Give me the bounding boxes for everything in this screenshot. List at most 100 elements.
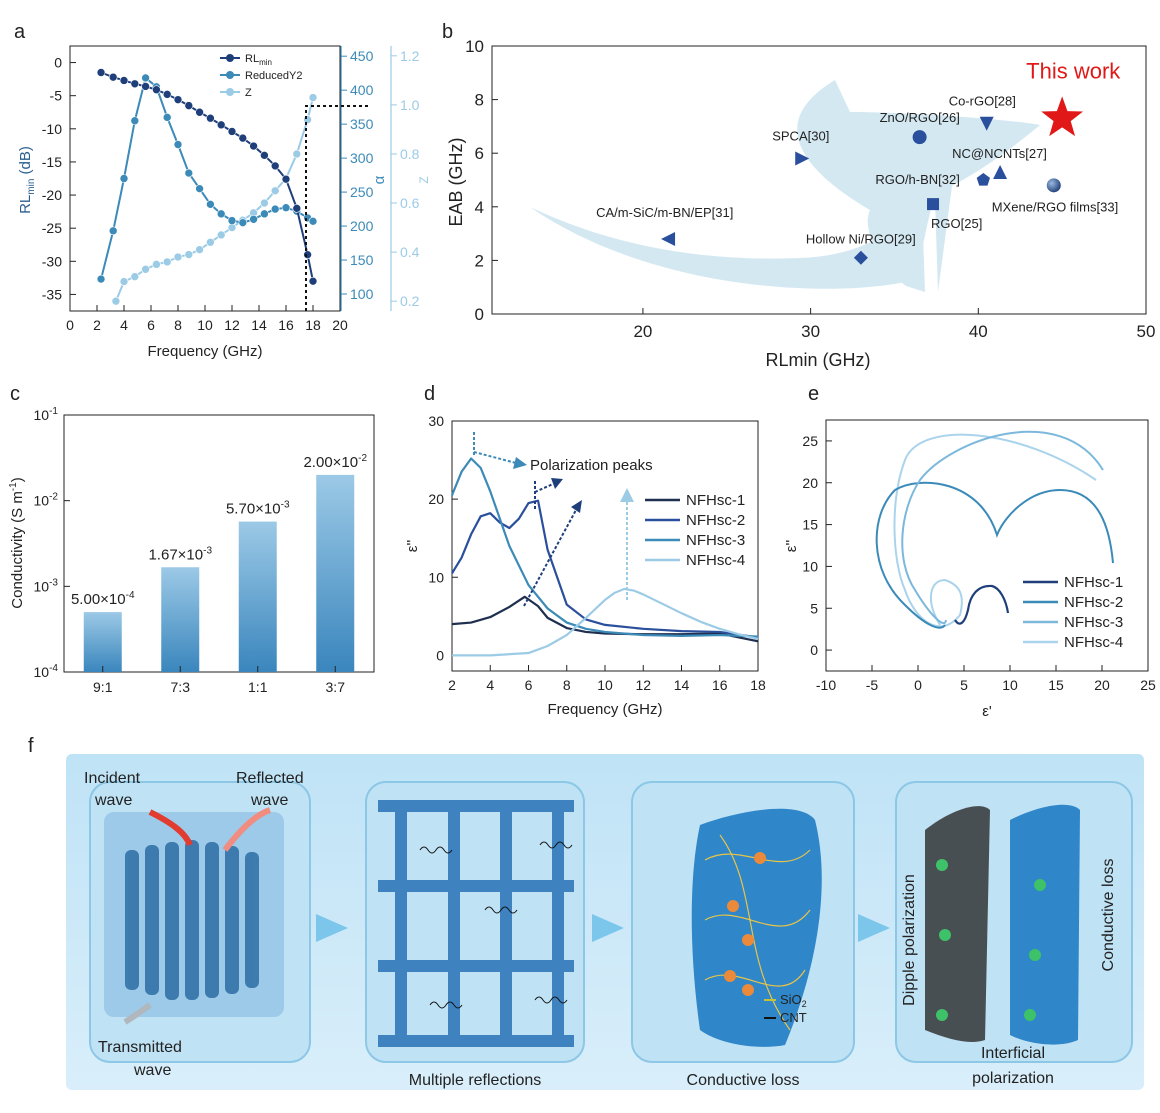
x-tick-label: 2 [93, 317, 101, 333]
series-line-rlmin [100, 71, 314, 282]
legend-marker-z [226, 88, 234, 96]
conductive-sheet [691, 808, 822, 1047]
sio2-legend-label: SiO2 [780, 992, 807, 1009]
series-point-z [141, 264, 150, 274]
series-point-reducedy2 [281, 203, 291, 213]
y-tick-label: 0 [810, 642, 818, 658]
conductive-loss-label: Conductive loss [1100, 859, 1117, 972]
point-rgo-25 [927, 198, 940, 211]
panel-b-trend-arrow [530, 80, 1040, 292]
x-tick-label: 4 [486, 677, 494, 693]
y-tick-label: 20 [802, 475, 818, 491]
series-point-z [216, 230, 226, 240]
alpha-tick-label: 100 [350, 286, 374, 302]
legend-label-nfhsc-4: NFHsc-4 [686, 552, 745, 569]
y-tick-label: -5 [50, 88, 63, 104]
point-spca-30 [795, 151, 810, 166]
series-line-reducedy2 [100, 76, 314, 280]
panel-d-x-ticks: 2 4 6 8 10 12 14 16 18 [448, 665, 766, 693]
series-point-rlmin [216, 120, 226, 130]
series-point-reducedy2 [195, 184, 204, 193]
point-rgo-h-bn-32-label: RGO/h-BN[32] [875, 172, 960, 187]
panel-d: d 2 4 6 8 10 12 14 16 18 0 10 20 30 Frequency (GHz)… [404, 383, 766, 718]
panel-e-legend: NFHsc-1 NFHsc-2 NFHsc-3 NFHsc-4 [1023, 574, 1123, 651]
panel-a-legend: RLmin ReducedY2 Z [220, 53, 303, 99]
point-hollow-ni-rgo-29-label: Hollow Ni/RGO[29] [806, 232, 916, 247]
point-rgo-25-label: RGO[25] [931, 216, 982, 231]
series-point-reducedy2 [162, 113, 172, 122]
y-tick-label: -30 [42, 253, 62, 269]
y-tick-label: -25 [42, 220, 62, 236]
series-point-rlmin [195, 107, 204, 117]
y-tick-label: 4 [475, 198, 484, 217]
point-this-work-label: This work [1026, 58, 1121, 83]
series-point-z [308, 93, 318, 102]
bar-1-1 [238, 521, 277, 672]
series-point-z [260, 198, 269, 208]
y-tick-label: 10-2 [34, 492, 59, 509]
panel-a-ylabel: RLmin (dB) [17, 146, 37, 214]
series-point-rlmin [184, 101, 194, 110]
panel-c-frame [63, 414, 375, 673]
interficial-label-2: polarization [972, 1070, 1054, 1087]
z-tick-label: 0.6 [400, 195, 420, 211]
y-tick-label: 10-1 [34, 406, 59, 423]
panel-b-ylabel: EAB (GHz) [446, 137, 466, 226]
y-tick-label: 20 [428, 491, 444, 507]
z-tick-label: 1.0 [400, 97, 420, 113]
x-tick-label: 20 [332, 317, 348, 333]
cole-cole-nfhsc-1 [954, 584, 1010, 625]
x-tick-label: 16 [278, 317, 294, 333]
panel-a: a 0 2 4 6 8 10 12 14 16 18 20 0 -5 -10 -15 -20 -25 -30 -3… [14, 21, 431, 360]
panel-b-frame [491, 45, 1147, 315]
x-tick-label: 3:7 [326, 679, 346, 695]
panel-a-frame [69, 45, 341, 312]
alpha-tick-label: 200 [350, 218, 374, 234]
y-tick-label: 15 [802, 517, 818, 533]
z-tick-label: 0.2 [400, 293, 420, 309]
panel-c-ylabel: Conductivity (S m-1) [8, 477, 26, 608]
series-point-reducedy2 [119, 174, 129, 183]
x-tick-label: 18 [750, 677, 766, 693]
transmitted-wave-label-2: wave [133, 1062, 171, 1079]
x-tick-label: 12 [635, 677, 651, 693]
panel-c-letter: c [10, 383, 20, 405]
panel-e-xlabel: ε' [982, 703, 992, 720]
legend-label-nfhsc-3: NFHsc-3 [1064, 614, 1123, 631]
interface-sheet [1010, 804, 1080, 1045]
series-point-z [292, 149, 302, 159]
bar-value-label: 5.00×10-4 [71, 590, 135, 608]
series-point-reducedy2 [173, 140, 183, 149]
series-point-rlmin [130, 79, 140, 89]
bar-value-label: 5.70×10-3 [226, 500, 290, 518]
series-point-reducedy2 [270, 204, 280, 214]
series-point-rlmin [303, 250, 312, 259]
series-point-rlmin [227, 127, 237, 136]
x-tick-label: -5 [866, 677, 879, 693]
series-line-nfhsc-2 [451, 499, 759, 639]
panel-c: c 10-1 10-2 10-3 10-4 9:1 5.00×10-4 7:3 1.67×1… [8, 383, 375, 695]
alpha-tick-label: 400 [350, 82, 374, 98]
legend-label-nfhsc-1: NFHsc-1 [1064, 574, 1123, 591]
dipole-polarization-label: Dipple polarization [901, 874, 918, 1006]
cole-cole-nfhsc-3 [901, 430, 1104, 625]
alpha-tick-label: 350 [350, 116, 374, 132]
series-line-nfhsc-1 [451, 595, 759, 643]
legend-label-z: Z [245, 87, 252, 99]
z-tick-label: 0.4 [400, 244, 420, 260]
polarization-peaks-label: Polarization peaks [530, 457, 653, 474]
y-tick-label: 6 [475, 144, 484, 163]
panel-a-alpha-label: α [371, 175, 388, 184]
x-tick-label: 16 [712, 677, 728, 693]
panel-d-annotations: Polarization peaks [473, 432, 653, 607]
series-point-z [119, 277, 129, 286]
panel-d-letter: d [424, 383, 435, 405]
y-tick-label: 0 [54, 55, 62, 71]
x-tick-label: 5 [960, 677, 968, 693]
panel-a-series [96, 68, 318, 306]
cole-cole-nfhsc-2 [875, 481, 1114, 629]
legend-label-nfhsc-2: NFHsc-2 [1064, 594, 1123, 611]
panel-e-x-ticks: -10 -5 0 5 10 15 20 25 [816, 665, 1156, 693]
wave-squiggles-box-2 [419, 841, 573, 1009]
panel-f-arrow-1 [316, 914, 348, 942]
